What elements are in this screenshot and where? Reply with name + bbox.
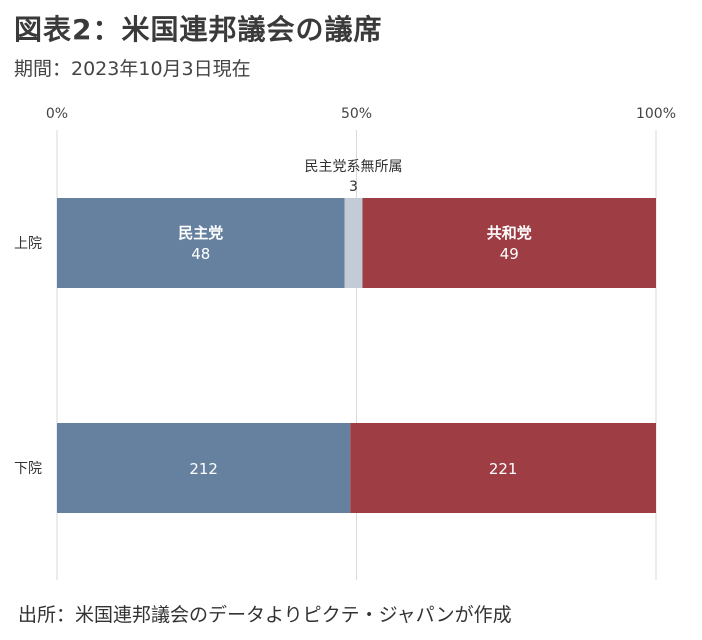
x-tick-label: 50%: [341, 106, 372, 122]
bar-segment: [57, 423, 351, 513]
category-label: 下院: [14, 461, 42, 477]
bars: [57, 198, 656, 513]
x-tick-label: 100%: [636, 106, 676, 122]
bar-series-label: 民主党系無所属: [305, 159, 403, 175]
bar-segment: [344, 198, 363, 288]
chart-title: 図表2：米国連邦議会の議席: [14, 13, 383, 46]
bar-value-label: 49: [500, 245, 519, 263]
x-axis-ticks: 0% 50% 100%: [46, 106, 676, 122]
bar-segment: [57, 198, 345, 288]
bar-labels: 民主党 48 民主党系無所属 3 共和党 49 212 221: [178, 159, 532, 478]
bar-value-label: 3: [349, 179, 358, 195]
category-label: 上院: [14, 236, 42, 252]
bar-segment: [362, 198, 656, 288]
bar-value-label: 48: [191, 245, 210, 263]
x-tick-label: 0%: [46, 106, 68, 122]
bar-value-label: 212: [189, 460, 218, 478]
bar-value-label: 221: [489, 460, 518, 478]
chart-subtitle: 期間：2023年10月3日現在: [14, 58, 251, 80]
source-note: 出所：米国連邦議会のデータよりピクテ・ジャパンが作成: [18, 604, 512, 626]
bar-segment: [350, 423, 656, 513]
bar-series-label: 民主党: [178, 224, 223, 242]
bar-series-label: 共和党: [487, 224, 532, 242]
